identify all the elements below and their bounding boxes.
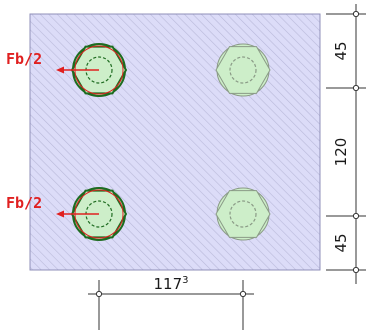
force-arrow-bottom <box>56 210 99 218</box>
bolt-hex-head <box>215 190 271 238</box>
dim-horizontal-superscript: 3 <box>182 275 188 286</box>
dim-horizontal: 1173 <box>153 275 188 293</box>
horizontal-dimension-line <box>88 280 254 330</box>
dim-bolt-spacing: 120 <box>332 138 350 167</box>
bolt-hex-head <box>215 46 271 94</box>
steel-plate <box>29 13 321 271</box>
dim-top-edge: 45 <box>332 41 350 60</box>
bolt-top-right <box>215 43 271 97</box>
force-label-bottom: Fb/2 <box>6 194 42 212</box>
bolt-bottom-right <box>215 187 271 241</box>
dim-horizontal-value: 117 <box>153 275 182 293</box>
dim-bottom-edge: 45 <box>332 233 350 252</box>
force-arrow-top <box>56 66 99 74</box>
bolt-shank-dashed <box>229 200 257 228</box>
bolt-shank-dashed <box>229 56 257 84</box>
force-label-top: Fb/2 <box>6 50 42 68</box>
vertical-dimension-line <box>326 4 366 284</box>
